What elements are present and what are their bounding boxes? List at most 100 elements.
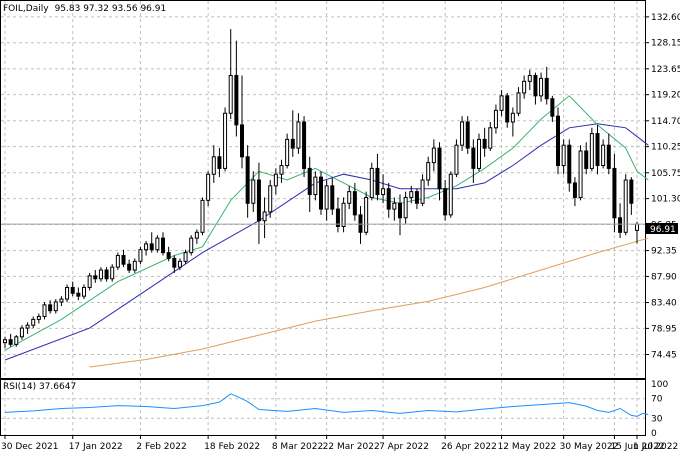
candle	[471, 139, 476, 183]
candle	[234, 40, 239, 137]
candle-body-down	[471, 147, 476, 169]
candle-body-up	[539, 77, 544, 97]
candle-body-up	[426, 162, 431, 181]
candle	[420, 174, 425, 207]
candle	[42, 301, 47, 320]
candle	[228, 29, 233, 120]
candle-body-down	[335, 208, 340, 227]
candle-body-down	[533, 75, 538, 97]
time-tick-label: 7 Apr 2022	[379, 442, 429, 452]
price-tick-label: 83.40	[651, 299, 677, 309]
candle	[155, 235, 160, 253]
candle-body-down	[70, 286, 75, 294]
candle	[31, 316, 36, 329]
price-tick-label: 87.90	[651, 272, 677, 282]
price-tick-label: 114.70	[651, 117, 680, 127]
candle-body-down	[544, 77, 549, 100]
candle	[589, 127, 594, 172]
candle-body-up	[279, 165, 284, 175]
candle-body-down	[330, 185, 335, 210]
candle	[386, 182, 391, 218]
candle-body-up	[87, 275, 92, 288]
candle-body-up	[251, 179, 256, 204]
candle-body-down	[606, 144, 611, 169]
candle-body-down	[104, 269, 109, 280]
candle	[319, 171, 323, 215]
candle-body-up	[19, 327, 24, 338]
candle-body-down	[386, 188, 391, 210]
candle-body-down	[217, 156, 222, 169]
candle	[245, 145, 250, 218]
candle-body-up	[341, 202, 346, 227]
candle	[268, 180, 273, 218]
candle	[381, 174, 386, 204]
candle-body-up	[477, 138, 481, 169]
price-tick-label: 74.45	[651, 351, 677, 361]
candle-body-up	[527, 75, 532, 82]
candle	[223, 107, 228, 172]
candle-body-up	[347, 191, 352, 204]
last-price-tag	[646, 223, 678, 234]
rsi-axis: 100 70 30 0	[651, 380, 668, 439]
candle	[273, 168, 278, 195]
candle	[392, 197, 397, 221]
candle-body-up	[177, 260, 182, 268]
candle-body-up	[409, 191, 414, 198]
candle-body-down	[465, 121, 470, 149]
candle-body-up	[578, 150, 583, 198]
time-tick-label: 30 May 2022	[560, 442, 619, 452]
candle	[516, 87, 521, 117]
price-tick-label: 123.65	[651, 65, 680, 75]
candle	[53, 299, 58, 314]
candle	[635, 221, 639, 244]
candle	[189, 235, 194, 256]
candle-body-up	[42, 304, 47, 317]
price-tick-label: 110.25	[651, 143, 680, 153]
candle	[76, 287, 81, 301]
candle-body-down	[629, 179, 634, 204]
candle	[65, 284, 70, 302]
candle-body-down	[556, 115, 560, 167]
candle	[290, 110, 295, 157]
time-tick-label: 15 Jun 2022	[610, 442, 664, 452]
candle	[369, 162, 374, 201]
candle-body-down	[505, 95, 510, 123]
candle	[505, 92, 510, 128]
candle	[93, 270, 98, 283]
ma-slow-series	[89, 237, 649, 368]
candle-body-up	[601, 144, 606, 167]
candle	[279, 159, 284, 183]
candle	[121, 249, 126, 268]
candle-body-up	[194, 231, 199, 239]
candle-body-up	[488, 127, 493, 149]
price-tick-label: 78.95	[651, 324, 677, 334]
candle	[36, 313, 41, 324]
candle	[138, 246, 143, 265]
time-tick-label: 8 Mar 2022	[272, 442, 323, 452]
candle	[556, 107, 560, 175]
ma-mid-line	[4, 123, 649, 361]
price-tick-label: 132.60	[651, 13, 680, 23]
candle	[87, 272, 92, 291]
candle-body-up	[296, 121, 301, 149]
candle-body-up	[144, 243, 149, 251]
candle-body-down	[319, 176, 323, 210]
candle-body-down	[612, 167, 617, 219]
candle-body-up	[510, 112, 515, 123]
candle	[493, 104, 498, 134]
price-tick-label: 105.75	[651, 169, 680, 179]
candle	[48, 300, 53, 314]
candle-body-up	[155, 237, 160, 251]
candle-body-up	[431, 147, 436, 164]
candle	[414, 188, 419, 210]
candle-body-up	[31, 318, 36, 326]
candle-body-up	[36, 315, 41, 320]
ma-fast-series	[4, 95, 649, 351]
candle	[477, 133, 481, 172]
candle-body-down	[352, 191, 357, 216]
candle	[431, 139, 436, 172]
candle	[567, 139, 572, 192]
time-tick-label: 1 Jul 2022	[633, 442, 678, 452]
candle-body-down	[8, 339, 13, 345]
